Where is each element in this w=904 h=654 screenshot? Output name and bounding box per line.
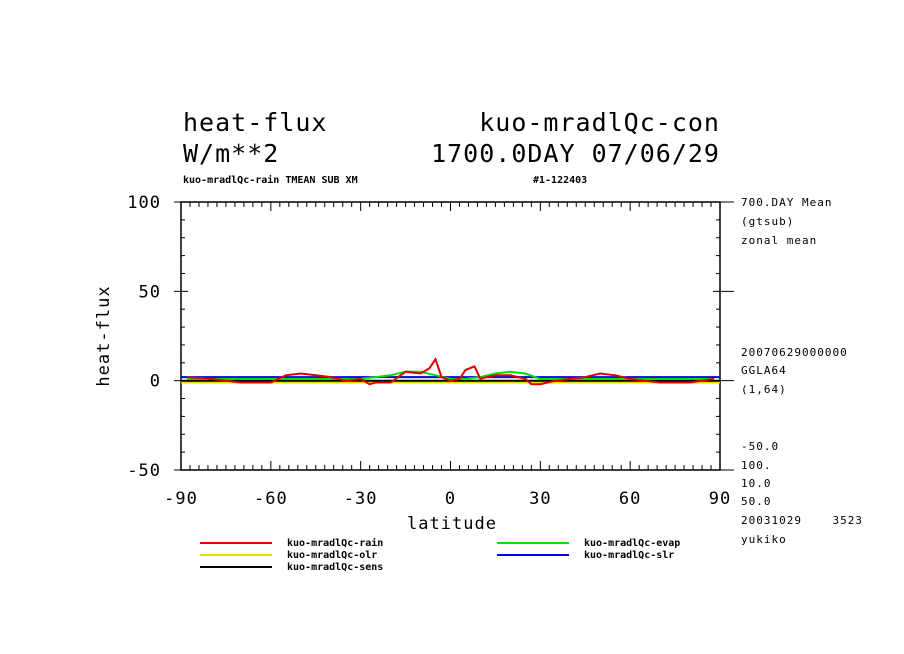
legend-label-slr: kuo-mradlQc-slr — [584, 550, 674, 561]
side-info-index: (1,64) — [741, 383, 787, 396]
y-axis-title: heat-flux — [94, 285, 114, 386]
side-info-value-4: 50.0 — [741, 495, 772, 508]
side-info-mean: 700.DAY Mean — [741, 196, 832, 209]
side-info-run: 20031029 3523 — [741, 514, 863, 527]
side-info-value-3: 10.0 — [741, 477, 772, 490]
side-info-user: yukiko — [741, 533, 787, 546]
header-quantity: heat-flux — [183, 108, 327, 137]
side-info-value-1: -50.0 — [741, 440, 779, 453]
subtitle-left: kuo-mradlQc-rain TMEAN SUB XM — [183, 174, 358, 186]
y-tick-label: 0 — [150, 372, 161, 392]
legend-label-evap: kuo-mradlQc-evap — [584, 538, 680, 549]
x-axis-title: latitude — [407, 514, 497, 534]
subtitle-right: #1-122403 — [533, 175, 587, 186]
header-date: 1700.0DAY 07/06/29 — [431, 139, 720, 168]
x-tick-label: 30 — [529, 489, 551, 509]
legend-label-rain: kuo-mradlQc-rain — [287, 537, 383, 549]
y-tick-label: -50 — [127, 461, 161, 481]
x-tick-label: 60 — [619, 489, 641, 509]
header-experiment: kuo-mradlQc-con — [479, 108, 720, 137]
side-info-zonal: zonal mean — [741, 234, 817, 247]
side-info-timestamp: 20070629000000 — [741, 346, 848, 359]
x-tick-label: -90 — [164, 489, 198, 509]
x-tick-label: 90 — [709, 489, 731, 509]
side-info-tool: (gtsub) — [741, 215, 794, 228]
x-tick-label: 0 — [445, 489, 456, 509]
legend-label-olr: kuo-mradlQc-olr — [287, 550, 377, 561]
legend-label-sens: kuo-mradlQc-sens — [287, 562, 383, 573]
x-tick-label: -30 — [344, 489, 378, 509]
y-tick-label: 100 — [127, 193, 161, 213]
side-info: 700.DAY Mean (gtsub) zonal mean 20070629… — [741, 196, 863, 546]
y-tick-label: 50 — [139, 282, 161, 302]
axis-tick-labels: -90 -60 -30 0 30 60 90 -50 0 50 100 — [127, 193, 731, 509]
x-tick-label: -60 — [254, 489, 288, 509]
legend: kuo-mradlQc-rain kuo-mradlQc-olr kuo-mra… — [200, 537, 680, 573]
series-line-rain — [186, 356, 715, 386]
series-lines — [181, 356, 720, 386]
plot-frame — [180, 201, 721, 471]
header-unit: W/m**2 — [183, 139, 279, 168]
side-info-grid: GGLA64 — [741, 364, 787, 377]
axis-ticks — [174, 201, 734, 471]
side-info-value-2: 100. — [741, 459, 772, 472]
